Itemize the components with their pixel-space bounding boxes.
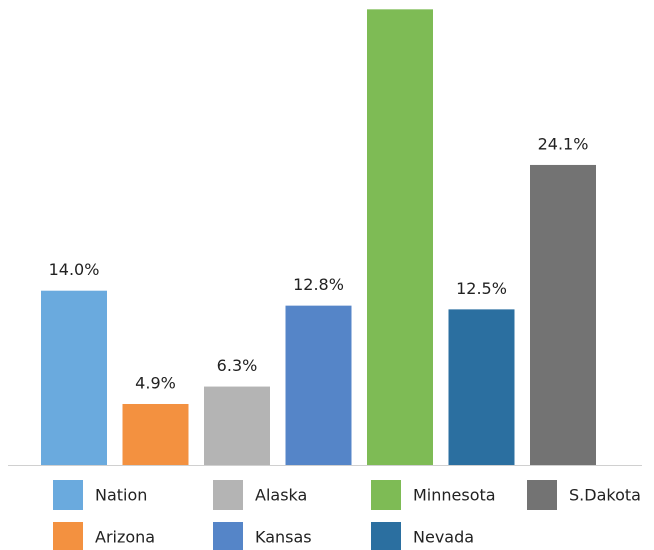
legend-label: S.Dakota bbox=[569, 486, 641, 505]
bar bbox=[448, 309, 515, 465]
bar bbox=[204, 386, 270, 465]
data-label: 14.0% bbox=[49, 260, 100, 279]
data-label: 12.5% bbox=[456, 279, 507, 298]
legend-label: Kansas bbox=[255, 528, 312, 547]
data-label: 24.1% bbox=[538, 134, 589, 153]
legend-label: Nevada bbox=[413, 528, 474, 547]
legend-label: Minnesota bbox=[413, 486, 496, 505]
legend-label: Arizona bbox=[95, 528, 155, 547]
legend-swatch bbox=[53, 522, 83, 550]
legend-swatch bbox=[371, 480, 401, 510]
data-label: 12.8% bbox=[293, 275, 344, 294]
bar bbox=[530, 164, 596, 465]
legend-swatch bbox=[53, 480, 83, 510]
data-label: 6.3% bbox=[217, 356, 258, 375]
bar bbox=[285, 305, 352, 465]
legend-swatch bbox=[371, 522, 401, 550]
bar bbox=[367, 9, 433, 466]
bar bbox=[122, 403, 189, 465]
legend-swatch bbox=[527, 480, 557, 510]
data-label: 4.9% bbox=[135, 373, 176, 392]
legend-swatch bbox=[213, 522, 243, 550]
legend-label: Nation bbox=[95, 486, 147, 505]
legend-swatch bbox=[213, 480, 243, 510]
bar bbox=[41, 290, 107, 465]
legend-label: Alaska bbox=[255, 486, 307, 505]
